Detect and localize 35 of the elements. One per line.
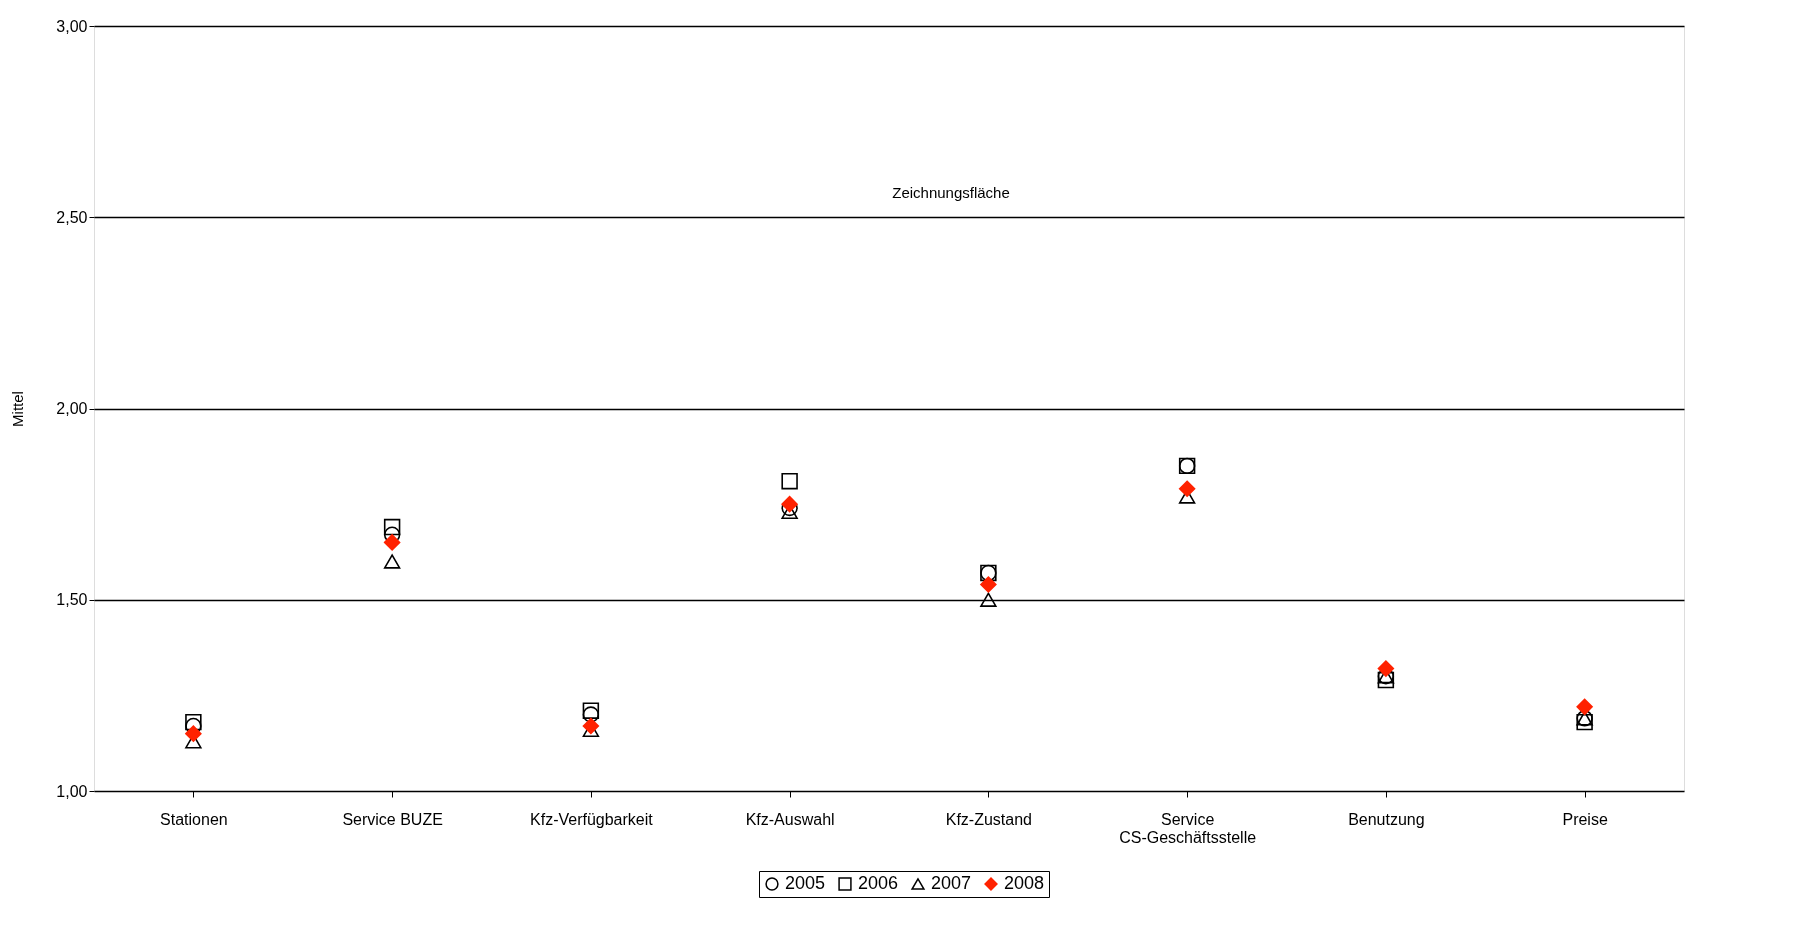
point bbox=[781, 495, 798, 513]
point bbox=[980, 576, 997, 593]
x-tick-label: Kfz-Auswahl bbox=[745, 810, 835, 828]
annotation: Zeichnungsfläche bbox=[892, 183, 1010, 201]
x-tick-label: Stationen bbox=[160, 810, 228, 828]
y-tick-label: 1,50 bbox=[56, 591, 88, 609]
y-tick-label: 2,00 bbox=[56, 400, 88, 417]
point bbox=[582, 702, 600, 719]
point bbox=[980, 592, 997, 607]
x-tick-label: Preise bbox=[1562, 810, 1608, 828]
point bbox=[582, 717, 600, 735]
x-tick-label: Service CS-Geschäftsstelle bbox=[1119, 810, 1257, 846]
point bbox=[1576, 698, 1593, 716]
legend-label: 2006 bbox=[858, 873, 899, 893]
point bbox=[383, 534, 401, 551]
point bbox=[383, 518, 401, 536]
point bbox=[1377, 660, 1395, 677]
y-axis-title: Mittel bbox=[9, 391, 27, 427]
legend-label: 2007 bbox=[931, 873, 972, 893]
point bbox=[185, 725, 202, 742]
y-tick-label: 2,50 bbox=[56, 208, 88, 226]
x-tick-label: Service BUZE bbox=[342, 810, 443, 828]
x-tick-label: Benutzung bbox=[1348, 810, 1425, 828]
legend-label: 2005 bbox=[785, 873, 826, 893]
x-tick-label: Kfz-Verfügbarkeit bbox=[530, 810, 654, 828]
y-tick-label: 1,00 bbox=[56, 782, 88, 800]
point bbox=[781, 472, 798, 490]
x-tick-label: Kfz-Zustand bbox=[945, 810, 1033, 828]
point bbox=[383, 554, 401, 569]
point bbox=[1178, 480, 1196, 498]
legend-label: 2008 bbox=[1004, 873, 1045, 893]
point bbox=[1576, 713, 1593, 731]
point bbox=[1377, 671, 1395, 689]
point bbox=[185, 713, 202, 731]
y-tick-label: 3,00 bbox=[56, 17, 88, 35]
